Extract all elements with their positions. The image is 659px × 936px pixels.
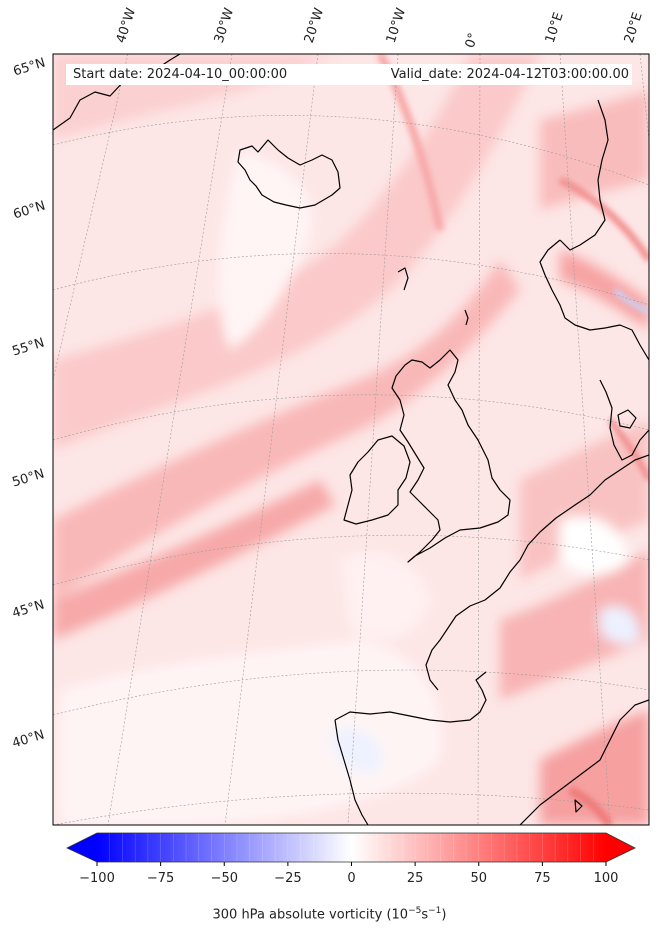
- colorbar-tick-label: −75: [146, 871, 175, 886]
- parallel-45n: [53, 669, 649, 716]
- parallel-65n: [53, 115, 649, 186]
- iceland-coast: [237, 139, 341, 209]
- colorbar-label: 300 hPa absolute vorticity (10−5s−1): [212, 906, 447, 923]
- colorbar: [66, 832, 636, 866]
- colorbar-extend-max: [606, 833, 635, 862]
- parallel-55n: [53, 394, 649, 441]
- vorticity-streak: [558, 176, 649, 262]
- negative-vorticity-area: [330, 727, 382, 773]
- map-frame: [52, 53, 650, 826]
- meridian-0: [477, 54, 481, 825]
- colorbar-tick-label: 0: [347, 871, 356, 886]
- graticule: [53, 54, 649, 825]
- meridian-10w: [347, 54, 399, 825]
- denmark-coast: [599, 379, 649, 461]
- zealand-coast: [617, 409, 637, 429]
- colorbar-tick-label: 50: [470, 871, 488, 886]
- vorticity-streak: [607, 418, 649, 482]
- colorbar-tick-label: −25: [274, 871, 302, 886]
- iberia-west-coast: [334, 719, 369, 825]
- low-vorticity-area: [219, 150, 312, 350]
- colorbar-gradient: [97, 833, 606, 862]
- colorbar-tick-marks: [96, 862, 607, 866]
- france-coast: [425, 454, 649, 691]
- low-vorticity-area: [340, 552, 430, 640]
- negative-vorticity-area: [600, 606, 640, 645]
- island-coast: [574, 799, 583, 813]
- title-box: [66, 64, 632, 85]
- vorticity-field: [53, 54, 649, 825]
- norway-west-coast: [559, 99, 609, 251]
- vorticity-streak: [613, 288, 649, 315]
- vorticity-band: [540, 710, 649, 825]
- colorbar-extend-min: [67, 833, 97, 862]
- start-date-label: Start date: 2024-04-10_00:00:00: [73, 67, 288, 82]
- great-britain-coast: [391, 349, 511, 563]
- low-vorticity-area: [560, 516, 630, 575]
- vorticity-band: [520, 420, 649, 580]
- meridian-10e: [559, 54, 611, 825]
- meridian-20w: [224, 54, 319, 825]
- vorticity-band: [500, 550, 649, 700]
- mediterranean-coast: [519, 699, 649, 825]
- norway-coast: [539, 239, 649, 361]
- vorticity-band: [560, 250, 649, 330]
- colorbar-tick-label: −100: [79, 871, 115, 886]
- iberia-north-coast: [334, 671, 487, 723]
- parallel-50n: [53, 534, 649, 586]
- faroe-coast: [397, 267, 409, 291]
- low-vorticity-area: [60, 640, 442, 825]
- valid-date-label: Valid_date: 2024-04-12T03:00:00.00: [390, 67, 629, 82]
- colorbar-tick-label: 75: [534, 871, 551, 886]
- vorticity-streak: [567, 785, 614, 825]
- parallel-60n: [53, 253, 649, 306]
- shetland-coast: [464, 309, 469, 326]
- ireland-coast: [343, 435, 411, 525]
- colorbar-tick-label: −50: [210, 871, 239, 886]
- parallel-40n: [53, 792, 649, 825]
- colorbar-tick-label: 100: [593, 871, 619, 886]
- vorticity-band: [53, 480, 335, 640]
- colorbar-tick-label: 25: [406, 871, 424, 886]
- colorbar-level-lines: [109, 833, 594, 862]
- meridian-20e: [639, 54, 649, 141]
- coastlines: [53, 54, 649, 825]
- vorticity-band: [53, 260, 520, 600]
